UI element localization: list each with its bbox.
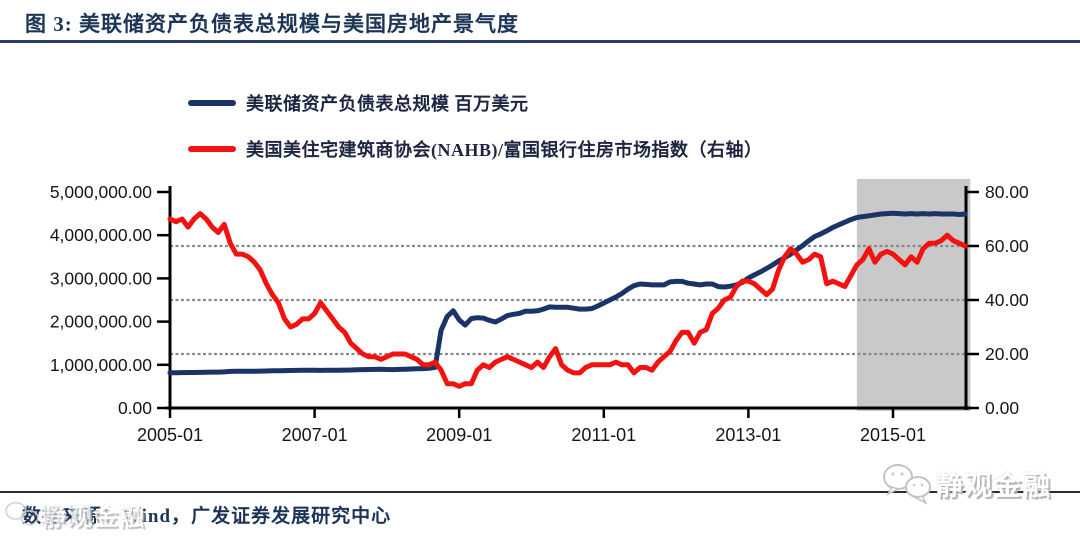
right-axis-tick-label: 20.00 [985,344,1029,364]
series-line-nahb-index [167,211,968,389]
left-axis-tick-label: 2,000,000.00 [50,312,152,332]
x-axis-tick-label: 2005-01 [137,425,203,445]
title-divider [0,40,1080,43]
series-line-fed-balance-sheet [167,210,968,376]
x-axis-tick-label: 2007-01 [282,425,348,445]
wechat-logo-icon [883,464,931,505]
footer-divider [0,491,1080,493]
highlight-band [856,179,971,411]
legend-item-nahb: 美国美住宅建筑商协会(NAHB)/富国银行住房市场指数（右轴） [188,136,763,162]
right-axis-tick-label: 60.00 [985,236,1029,256]
right-axis-tick-label: 40.00 [985,290,1029,310]
x-axis-tick-label: 2009-01 [426,425,492,445]
x-axis-tick-label: 2015-01 [860,425,926,445]
legend-item-fed: 美联储资产负债表总规模 百万美元 [188,90,763,116]
x-axis-tick-label: 2013-01 [715,425,781,445]
wechat-logo-icon [5,501,39,526]
chart-legend: 美联储资产负债表总规模 百万美元 美国美住宅建筑商协会(NAHB)/富国银行住房… [188,90,763,162]
watermark-text: 静观金融 [936,470,1052,501]
watermark-text: 静观金融 [42,505,146,531]
left-axis-tick-label: 5,000,000.00 [50,182,152,202]
left-axis-tick-label: 0.00 [118,398,152,418]
legend-label-fed: 美联储资产负债表总规模 百万美元 [246,94,529,114]
legend-label-nahb: 美国美住宅建筑商协会(NAHB)/富国银行住房市场指数（右轴） [246,140,763,160]
right-axis-tick-label: 0.00 [985,398,1019,418]
nahb-line-swatch [188,146,236,152]
watermark-brand: 静观金融 [878,461,1052,505]
figure-title: 图 3: 美联储资产负债表总规模与美国房地产景气度 [25,12,519,36]
right-axis-tick-label: 80.00 [985,182,1029,202]
left-axis-tick-label: 1,000,000.00 [50,355,152,375]
left-axis-tick-label: 3,000,000.00 [50,268,152,288]
x-axis-tick-label: 2011-01 [571,425,636,445]
fed-line-swatch [188,100,236,106]
data-source-text: 数据来源：Wind，广发证券发展研究中心 [22,506,392,527]
watermark-brand-faint: 静观金融 [2,497,146,532]
left-axis-tick-label: 4,000,000.00 [50,225,152,245]
